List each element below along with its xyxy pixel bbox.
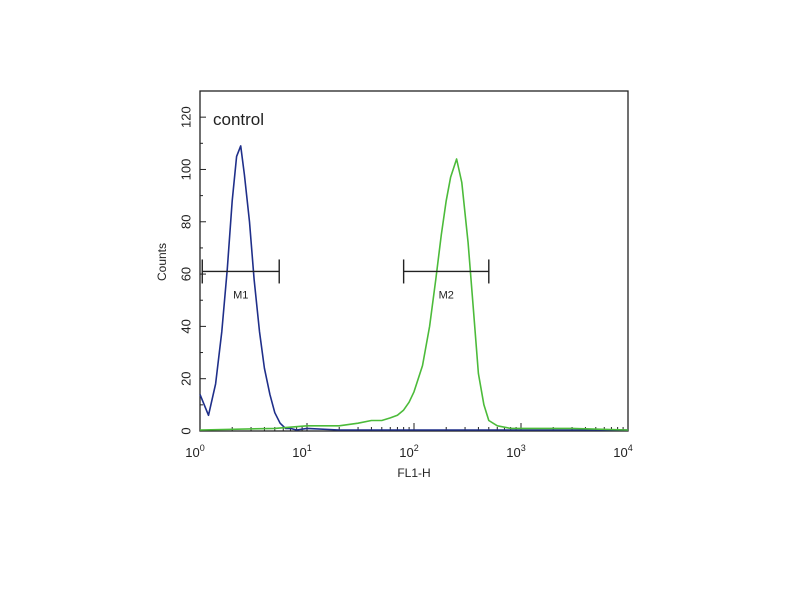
x-axis-label: FL1-H (397, 466, 430, 480)
x-tick-exponent: 3 (521, 443, 526, 453)
y-tick-label: 100 (178, 159, 193, 181)
gate-label: M2 (439, 289, 454, 301)
y-tick-label: 80 (178, 215, 193, 229)
x-tick-exponent: 0 (200, 443, 205, 453)
gate-label: M1 (233, 289, 248, 301)
y-tick-label: 40 (178, 319, 193, 333)
y-tick-label: 120 (178, 106, 193, 128)
y-tick-label: 60 (178, 267, 193, 281)
x-tick-label: 104 (613, 443, 632, 460)
y-axis-ticks: 0 20 40 60 80 100 120 (178, 106, 206, 435)
gate-marker: M2 (402, 259, 490, 301)
y-tick-label: 0 (178, 427, 193, 434)
x-tick-exponent: 1 (307, 443, 312, 453)
gate-marker: M1 (201, 259, 280, 301)
x-tick-label: 100 (185, 443, 204, 460)
x-axis-ticks: 100 101 102 103 104 (185, 423, 633, 460)
x-tick-label: 102 (399, 443, 418, 460)
marker-layer: M1 M2 (201, 259, 490, 301)
x-tick-exponent: 4 (628, 443, 633, 453)
y-tick-label: 20 (178, 371, 193, 385)
chart-annotation: control (213, 110, 264, 129)
x-tick-base: 10 (292, 445, 306, 460)
x-tick-base: 10 (185, 445, 199, 460)
series-line-2 (199, 158, 629, 431)
x-tick-base: 10 (613, 445, 627, 460)
x-tick-label: 101 (292, 443, 311, 460)
x-tick-base: 10 (399, 445, 413, 460)
y-axis-label: Counts (155, 243, 169, 281)
x-tick-base: 10 (506, 445, 520, 460)
series-layer (199, 145, 629, 431)
plot-frame (199, 90, 629, 432)
x-tick-exponent: 2 (414, 443, 419, 453)
series-line-1 (199, 145, 628, 431)
x-tick-label: 103 (506, 443, 525, 460)
